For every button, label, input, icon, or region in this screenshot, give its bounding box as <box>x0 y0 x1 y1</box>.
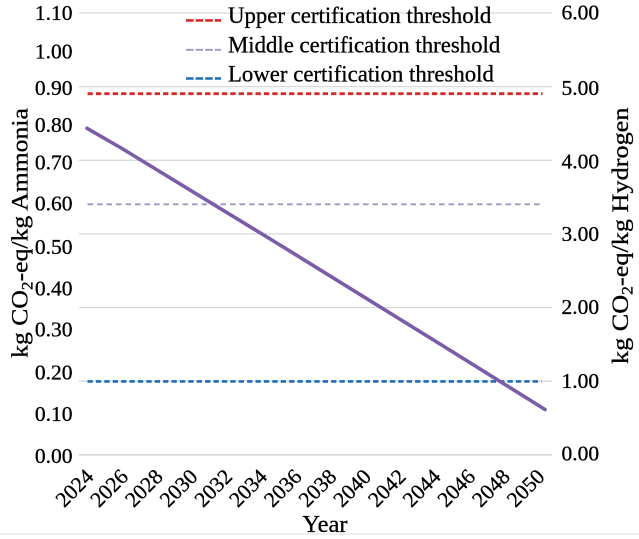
svg-text:4.00: 4.00 <box>562 149 600 173</box>
svg-text:5.00: 5.00 <box>562 76 600 100</box>
svg-text:6.00: 6.00 <box>562 1 600 25</box>
svg-text:0.40: 0.40 <box>35 277 73 301</box>
svg-text:0.10: 0.10 <box>35 402 73 426</box>
svg-text:0.30: 0.30 <box>35 318 73 342</box>
svg-text:0.50: 0.50 <box>35 235 73 259</box>
svg-text:0.00: 0.00 <box>35 444 73 468</box>
svg-text:2.00: 2.00 <box>562 295 600 319</box>
svg-text:1.00: 1.00 <box>562 369 600 393</box>
svg-text:1.10: 1.10 <box>35 1 73 25</box>
svg-text:kg CO2-eq/kg Hydrogen: kg CO2-eq/kg Hydrogen <box>608 108 636 364</box>
svg-text:0.60: 0.60 <box>35 191 73 215</box>
svg-text:Year: Year <box>302 511 347 538</box>
svg-text:Lower certification threshold: Lower certification threshold <box>228 61 494 86</box>
svg-text:Upper certification threshold: Upper certification threshold <box>228 3 492 28</box>
svg-text:0.20: 0.20 <box>35 361 73 385</box>
svg-text:0.80: 0.80 <box>35 113 73 137</box>
svg-text:3.00: 3.00 <box>562 222 600 246</box>
svg-text:0.70: 0.70 <box>35 151 73 175</box>
svg-text:kg CO2-eq/kg Ammonia: kg CO2-eq/kg Ammonia <box>8 108 36 358</box>
svg-text:1.00: 1.00 <box>35 40 73 64</box>
svg-text:2050: 2050 <box>502 464 549 511</box>
svg-text:0.00: 0.00 <box>562 442 600 466</box>
svg-text:0.90: 0.90 <box>35 76 73 100</box>
svg-text:Middle certification threshold: Middle certification threshold <box>228 33 501 58</box>
